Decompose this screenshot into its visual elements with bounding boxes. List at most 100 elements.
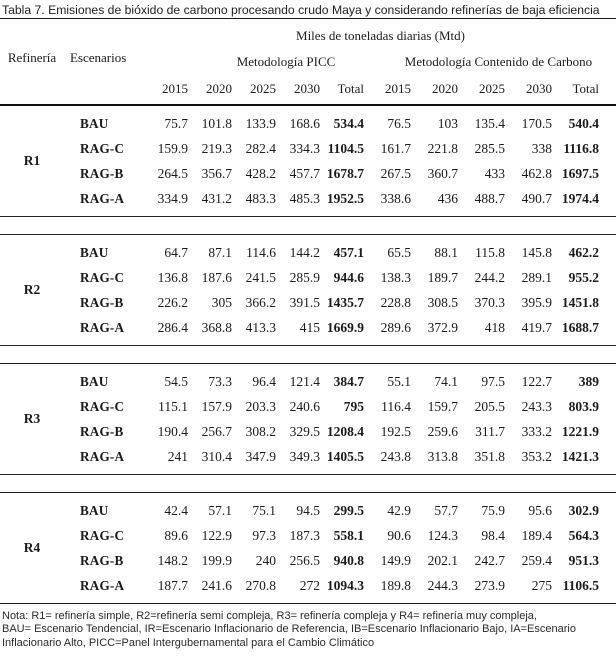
data-cell: 428.2 (245, 165, 276, 181)
data-cell: 57.1 (208, 502, 232, 518)
data-cell: 98.4 (481, 527, 505, 543)
data-cell: 121.4 (289, 373, 320, 389)
total-cell: 803.9 (568, 398, 599, 414)
data-cell: 187.3 (289, 527, 320, 543)
data-cell: 189.8 (380, 577, 411, 593)
data-cell: 285.5 (474, 140, 505, 156)
data-cell: 349.3 (289, 448, 320, 464)
data-cell: 305 (211, 294, 232, 310)
data-cell: 65.5 (387, 244, 411, 260)
data-cell: 189.7 (427, 269, 458, 285)
data-cell: 54.5 (164, 373, 188, 389)
data-cell: 334.9 (157, 190, 188, 206)
scenario-label: RAG-C (80, 527, 125, 543)
total-header: Total (337, 80, 364, 96)
data-cell: 89.6 (164, 527, 188, 543)
scenario-label: RAG-A (80, 448, 125, 464)
refinery-block: R2 BAU 64.7 87.1 114.6 144.2 457.1 65.5 88.1 115.… (0, 234, 616, 346)
data-cell: 115.1 (158, 398, 188, 414)
data-cell: 199.9 (201, 552, 232, 568)
scenario-label: RAG-C (80, 140, 125, 156)
data-cell: 360.7 (427, 165, 458, 181)
data-cell: 418 (484, 319, 505, 335)
data-cell: 241 (167, 448, 188, 464)
total-cell: 302.9 (568, 502, 599, 518)
data-cell: 138.3 (380, 269, 411, 285)
data-cell: 413.3 (245, 319, 276, 335)
table-caption: Tabla 7. Emisiones de bióxido de carbono… (0, 0, 616, 19)
total-cell: 1094.3 (326, 577, 364, 593)
year-header: 2015 (385, 80, 411, 96)
data-cell: 133.9 (245, 115, 276, 131)
total-cell: 1678.7 (326, 165, 364, 181)
data-cell: 462.8 (521, 165, 552, 181)
data-cell: 242.7 (474, 552, 505, 568)
data-cell: 351.8 (474, 448, 505, 464)
note-line: BAU= Escenario Tendencial, IR=Escenario … (2, 623, 576, 636)
refinery-label: R3 (23, 411, 41, 426)
data-cell: 94.5 (296, 502, 320, 518)
data-cell: 87.1 (208, 244, 232, 260)
data-cell: 122.9 (201, 527, 232, 543)
data-cell: 144.2 (289, 244, 320, 260)
scenario-label: RAG-C (80, 398, 125, 414)
data-cell: 95.6 (528, 502, 552, 518)
data-cell: 203.3 (245, 398, 276, 414)
data-cell: 205.5 (474, 398, 505, 414)
data-cell: 270.8 (245, 577, 276, 593)
group-header-picc: Metodología PICC (236, 54, 336, 69)
total-cell: 457.1 (333, 244, 364, 260)
total-cell: 1974.4 (561, 190, 599, 206)
scenario-label: BAU (80, 502, 109, 518)
scenario-column-header: Escenarios (70, 50, 127, 65)
data-cell: 136.8 (157, 269, 188, 285)
year-header: 2025 (479, 80, 505, 96)
data-cell: 74.1 (434, 373, 458, 389)
data-cell: 347.9 (245, 448, 276, 464)
total-cell: 1435.7 (326, 294, 364, 310)
data-cell: 157.9 (201, 398, 232, 414)
data-cell: 168.6 (289, 115, 320, 131)
scenario-label: RAG-B (80, 423, 124, 439)
data-cell: 436 (437, 190, 458, 206)
data-cell: 64.7 (164, 244, 188, 260)
total-cell: 1688.7 (561, 319, 599, 335)
refinery-label: R2 (23, 282, 41, 297)
data-cell: 243.3 (521, 398, 552, 414)
data-cell: 243.8 (380, 448, 411, 464)
data-cell: 338 (531, 140, 552, 156)
data-cell: 116.4 (381, 398, 411, 414)
data-cell: 273.9 (474, 577, 505, 593)
data-cell: 75.9 (481, 502, 505, 518)
data-cell: 75.7 (164, 115, 188, 131)
data-cell: 192.5 (380, 423, 411, 439)
total-cell: 534.4 (333, 115, 364, 131)
data-cell: 88.1 (434, 244, 458, 260)
refinery-block: R3 BAU 54.5 73.3 96.4 121.4 384.7 55.1 74.1 97.5 1… (0, 363, 616, 475)
data-cell: 161.7 (380, 140, 411, 156)
data-cell: 90.6 (387, 527, 411, 543)
data-cell: 219.3 (201, 140, 232, 156)
data-cell: 308.2 (245, 423, 276, 439)
data-cell: 286.4 (157, 319, 188, 335)
data-cell: 275 (531, 577, 552, 593)
year-header: 2025 (250, 80, 276, 96)
data-cell: 101.8 (201, 115, 232, 131)
data-cell: 490.7 (521, 190, 552, 206)
refinery-column-header: Refinería (7, 50, 57, 65)
data-cell: 42.9 (387, 502, 411, 518)
note-line: Inflacionario Alto, PICC=Panel Intergube… (2, 636, 375, 649)
table-note: Nota: R1= refinería simple, R2=refinería… (0, 610, 616, 650)
total-cell: 540.4 (568, 115, 599, 131)
data-cell: 187.6 (201, 269, 232, 285)
total-cell: 795 (343, 398, 364, 414)
data-cell: 433 (484, 165, 505, 181)
data-cell: 289.6 (380, 319, 411, 335)
data-cell: 240 (255, 552, 276, 568)
unit-header: Miles de toneladas diarias (Mtd) (296, 28, 465, 43)
data-cell: 240.6 (289, 398, 320, 414)
data-cell: 310.4 (201, 448, 232, 464)
data-cell: 457.7 (289, 165, 320, 181)
total-cell: 944.6 (333, 269, 364, 285)
data-cell: 419.7 (521, 319, 552, 335)
